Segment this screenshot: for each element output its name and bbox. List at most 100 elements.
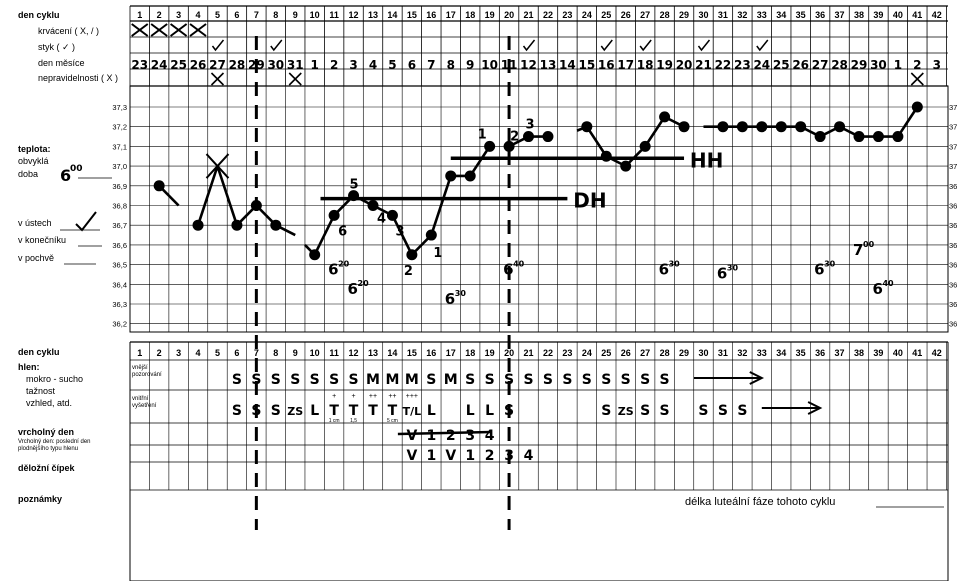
lower-cycle-day-number: 38 <box>854 348 864 358</box>
lower-cycle-day-number: 1 <box>137 348 142 358</box>
cycle-day-number: 41 <box>912 10 922 20</box>
external-mucus-mark: S <box>523 372 533 388</box>
internal-mucus-mark: S <box>601 403 611 419</box>
temp-tick-right: 37,2 <box>949 123 958 132</box>
external-mucus-mark: S <box>329 372 339 388</box>
lower-cycle-day-number: 18 <box>465 348 475 358</box>
lower-cycle-day-number: 26 <box>621 348 631 358</box>
peak-sub2: plodnějšího typu hlenu <box>18 446 78 452</box>
external-label-2: pozorování <box>132 372 162 378</box>
month-day-number: 27 <box>812 58 829 72</box>
month-day-number: 4 <box>369 58 377 72</box>
internal-mucus-mark: S <box>737 403 747 419</box>
temp-tick-left: 37,3 <box>112 103 127 112</box>
month-day-number: 6 <box>408 58 416 72</box>
intercourse-mark <box>756 39 769 52</box>
lower-cycle-day-number: 27 <box>640 348 650 358</box>
month-day-number: 3 <box>933 58 941 72</box>
external-mucus-mark: S <box>621 372 631 388</box>
month-day-number: 25 <box>170 58 187 72</box>
lower-cycle-day-number: 33 <box>757 348 767 358</box>
month-day-number: 26 <box>190 58 207 72</box>
internal-superscript-top: ++ <box>388 393 396 400</box>
lower-cycle-day-number: 39 <box>873 348 883 358</box>
lower-cycle-day-number: 4 <box>196 348 201 358</box>
month-day-number: 23 <box>131 58 148 72</box>
temperature-point <box>581 121 593 133</box>
month-day-number: 13 <box>540 58 557 72</box>
external-mucus-mark: S <box>562 372 572 388</box>
internal-mucus-mark: S <box>232 403 242 419</box>
cover-line-label: HH <box>690 148 723 172</box>
external-label-1: vnější <box>132 365 148 371</box>
temp-tick-right: 36,2 <box>949 320 958 329</box>
mucus-line3: vzhled, atd. <box>26 398 72 408</box>
lower-cycle-day-number: 21 <box>524 348 534 358</box>
internal-mucus-mark: T <box>329 403 339 419</box>
time-note-hour: 6 <box>328 260 338 278</box>
cycle-day-number: 11 <box>329 10 339 20</box>
cervix-mark: V <box>445 448 456 464</box>
peak-mark: 3 <box>465 428 475 444</box>
temperature-point <box>814 131 826 143</box>
usual-time-minutes: 00 <box>70 164 83 174</box>
internal-superscript-top: + <box>352 393 356 400</box>
temp-tick-left: 36,4 <box>112 280 127 289</box>
point-number: 1 <box>433 246 442 261</box>
month-day-number: 30 <box>870 58 887 72</box>
cycle-day-number: 6 <box>234 10 239 20</box>
intercourse-mark <box>600 39 613 52</box>
lower-cycle-day-number: 42 <box>932 348 942 358</box>
lower-cycle-day-number: 37 <box>835 348 845 358</box>
internal-mucus-mark: ZS <box>287 405 303 418</box>
cycle-day-number: 37 <box>835 10 845 20</box>
header-irregularity-label: nepravidelnosti ( X ) <box>38 73 118 83</box>
time-note-minutes: 20 <box>358 279 370 288</box>
temp-tick-right: 36,5 <box>949 261 958 270</box>
cycle-day-number: 36 <box>815 10 825 20</box>
internal-mucus-mark: L <box>466 403 475 419</box>
lower-cycle-day-number: 19 <box>485 348 495 358</box>
point-number: 1 <box>478 127 487 142</box>
time-note-minutes: 20 <box>338 259 350 268</box>
point-number: 2 <box>404 264 413 279</box>
external-mucus-mark: M <box>385 372 399 388</box>
header-month-day-label: den měsíce <box>38 58 85 68</box>
rectum-label: v konečníku <box>18 235 66 245</box>
cycle-day-number: 32 <box>737 10 747 20</box>
cycle-day-number: 20 <box>504 10 514 20</box>
external-mucus-mark: S <box>485 372 495 388</box>
internal-mucus-mark: S <box>698 403 708 419</box>
lower-cycle-day-number: 20 <box>504 348 514 358</box>
cycle-day-number: 30 <box>698 10 708 20</box>
temp-tick-left: 36,8 <box>112 202 127 211</box>
lower-cycle-day-number: 25 <box>601 348 611 358</box>
cycle-day-number: 27 <box>640 10 650 20</box>
header-bleeding-label: krvácení ( X, / ) <box>38 26 99 36</box>
temperature-point <box>153 180 165 192</box>
temperature-point <box>386 209 398 221</box>
external-mucus-mark: S <box>426 372 436 388</box>
peak-mark: 4 <box>485 428 495 444</box>
intercourse-mark <box>697 39 711 52</box>
external-mucus-mark: S <box>504 372 514 388</box>
cycle-day-number: 2 <box>157 10 162 20</box>
irregular-mark <box>210 72 225 86</box>
external-mucus-mark: M <box>405 372 419 388</box>
temperature-point <box>600 150 612 162</box>
peak-mark: 1 <box>426 428 436 444</box>
mucus-title: hlen: <box>18 362 40 372</box>
external-mucus-mark: S <box>290 372 300 388</box>
external-mucus-mark: S <box>543 372 553 388</box>
cycle-day-number: 13 <box>368 10 378 20</box>
month-day-number: 23 <box>734 58 751 72</box>
month-day-number: 29 <box>851 58 868 72</box>
month-day-number: 24 <box>753 58 770 72</box>
temperature-point <box>892 131 904 143</box>
point-number: 6 <box>338 224 347 239</box>
internal-label-1: vnitřní <box>132 396 149 402</box>
cycle-day-number: 12 <box>349 10 359 20</box>
temperature-point <box>425 229 437 241</box>
peak-mark: V <box>406 428 417 444</box>
cycle-day-number: 35 <box>796 10 806 20</box>
